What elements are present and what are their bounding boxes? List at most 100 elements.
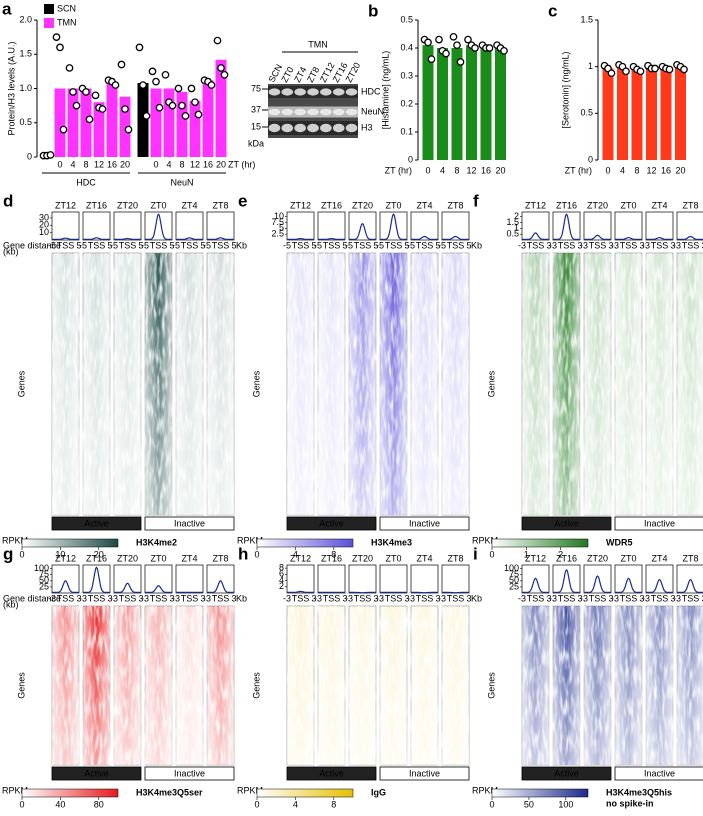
x-tick-label: 12 — [94, 159, 104, 169]
profile-x-tick-label: 5 — [373, 240, 378, 250]
x-tick-label: 8 — [83, 159, 88, 169]
group-label: Inactive — [644, 518, 675, 528]
bar — [150, 88, 162, 157]
profile-x-tick-label: 3 — [608, 593, 613, 603]
profile-x-tick-label: -5 — [110, 240, 118, 250]
bar — [660, 68, 672, 160]
profile-x-tick-label: -3 — [79, 593, 87, 603]
column-label: ZT20 — [352, 553, 373, 563]
panel-letter: g — [3, 544, 13, 563]
profile-x-tick-label: TSS — [589, 593, 607, 603]
x-tick-label: 12 — [466, 165, 476, 175]
profile-curve — [615, 237, 642, 240]
y-tick-label: 2.0 — [19, 14, 32, 24]
data-point — [139, 81, 147, 89]
profile-x-tick-label: TSS — [385, 240, 403, 250]
column-label: ZT8 — [447, 200, 463, 210]
colorbar-tick-label: 4 — [293, 799, 298, 809]
blot-band — [332, 123, 345, 133]
profile-curve — [287, 590, 314, 593]
colorbar-label: RPKM — [472, 785, 498, 795]
profile-x-tick-label: TSS — [57, 593, 75, 603]
group-label: Inactive — [174, 768, 205, 778]
group-label: Active — [84, 768, 109, 778]
data-point — [91, 91, 100, 100]
profile-y-tick-label: 10 — [39, 227, 49, 237]
profile-curve — [349, 222, 376, 240]
profile-x-tick-label: -3 — [518, 240, 526, 250]
group-label: Active — [319, 518, 344, 528]
y-tick-label: 1.5 — [580, 14, 593, 24]
data-point — [456, 58, 465, 66]
profile-x-tick-label: 5 — [138, 240, 143, 250]
profile-x-tick-label: 3 — [639, 240, 644, 250]
heatmap-fade — [52, 606, 234, 765]
blot-title: TMN — [308, 39, 328, 49]
blot-band — [345, 123, 358, 133]
colorbar-tick-label: 2 — [558, 549, 563, 559]
profile-curve — [318, 238, 345, 240]
profile-y-tick-label: 30 — [39, 212, 49, 222]
group-label: Inactive — [409, 518, 440, 528]
profile-x-tick-label: -3 — [376, 593, 384, 603]
bar — [215, 59, 227, 158]
data-point — [453, 41, 461, 50]
profile-x-tick-label: -3 — [611, 240, 619, 250]
x-tick-label: 0 — [605, 165, 610, 175]
profile-box — [82, 211, 111, 241]
profile-curve — [646, 237, 673, 240]
blot-band — [294, 123, 306, 133]
panel-letter: i — [473, 544, 478, 563]
profile-box — [144, 211, 173, 241]
profile-x-tick-label: TSS — [620, 593, 638, 603]
data-point — [622, 67, 630, 76]
column-label: ZT8 — [212, 200, 228, 210]
y-tick-label: 0 — [588, 154, 593, 164]
colorbar-tick-label: 20 — [94, 549, 104, 559]
column-label: ZT0 — [385, 200, 401, 210]
column-label: ZT4 — [416, 553, 432, 563]
profile-x-tick-label: TSS — [119, 593, 137, 603]
column-label: ZT4 — [181, 553, 197, 563]
profile-y-tick-label: 25 — [509, 581, 519, 591]
data-point — [427, 55, 436, 64]
blot-band — [320, 108, 332, 116]
data-point — [442, 49, 450, 58]
group-box — [521, 766, 612, 781]
column-label: ZT12 — [290, 200, 311, 210]
group-box — [51, 766, 142, 781]
profile-x-tick-label: TSS — [57, 240, 75, 250]
colorbar-label: RPKM — [2, 535, 28, 545]
profile-box — [175, 564, 204, 594]
profile-curve — [522, 577, 549, 593]
profile-x-tick-label: TSS — [150, 593, 168, 603]
profile-y-tick-label: 25 — [39, 581, 49, 591]
column-label: ZT4 — [651, 553, 667, 563]
bar — [480, 45, 492, 161]
x-unit: Kb — [236, 240, 247, 250]
profile-y-tick-label: 50 — [509, 575, 519, 585]
x-tick-label: 20 — [495, 165, 505, 175]
blot-band — [345, 88, 358, 96]
profile-x-tick-label: TSS — [416, 240, 434, 250]
x-tick-label: 16 — [203, 159, 213, 169]
colorbar — [256, 538, 354, 548]
profile-box — [51, 211, 80, 241]
profile-x-tick-label: -5 — [79, 240, 87, 250]
profile-x-tick-label: 5 — [435, 240, 440, 250]
bar — [675, 67, 686, 160]
blot-band — [307, 88, 319, 96]
column-label: ZT0 — [620, 200, 636, 210]
profile-box — [583, 564, 612, 594]
profile-x-tick-label: 3 — [639, 593, 644, 603]
profile-x-tick-label: TSS — [354, 593, 372, 603]
profile-box — [175, 211, 204, 241]
y-axis-label: Genes — [486, 370, 496, 397]
profile-curve — [114, 582, 141, 593]
legend-label: TMN — [57, 17, 77, 27]
x-tick-label: 16 — [481, 165, 491, 175]
y-tick-label: 0.1 — [400, 126, 413, 136]
profile-box — [206, 564, 235, 594]
data-point — [471, 44, 479, 52]
bar — [93, 102, 105, 157]
